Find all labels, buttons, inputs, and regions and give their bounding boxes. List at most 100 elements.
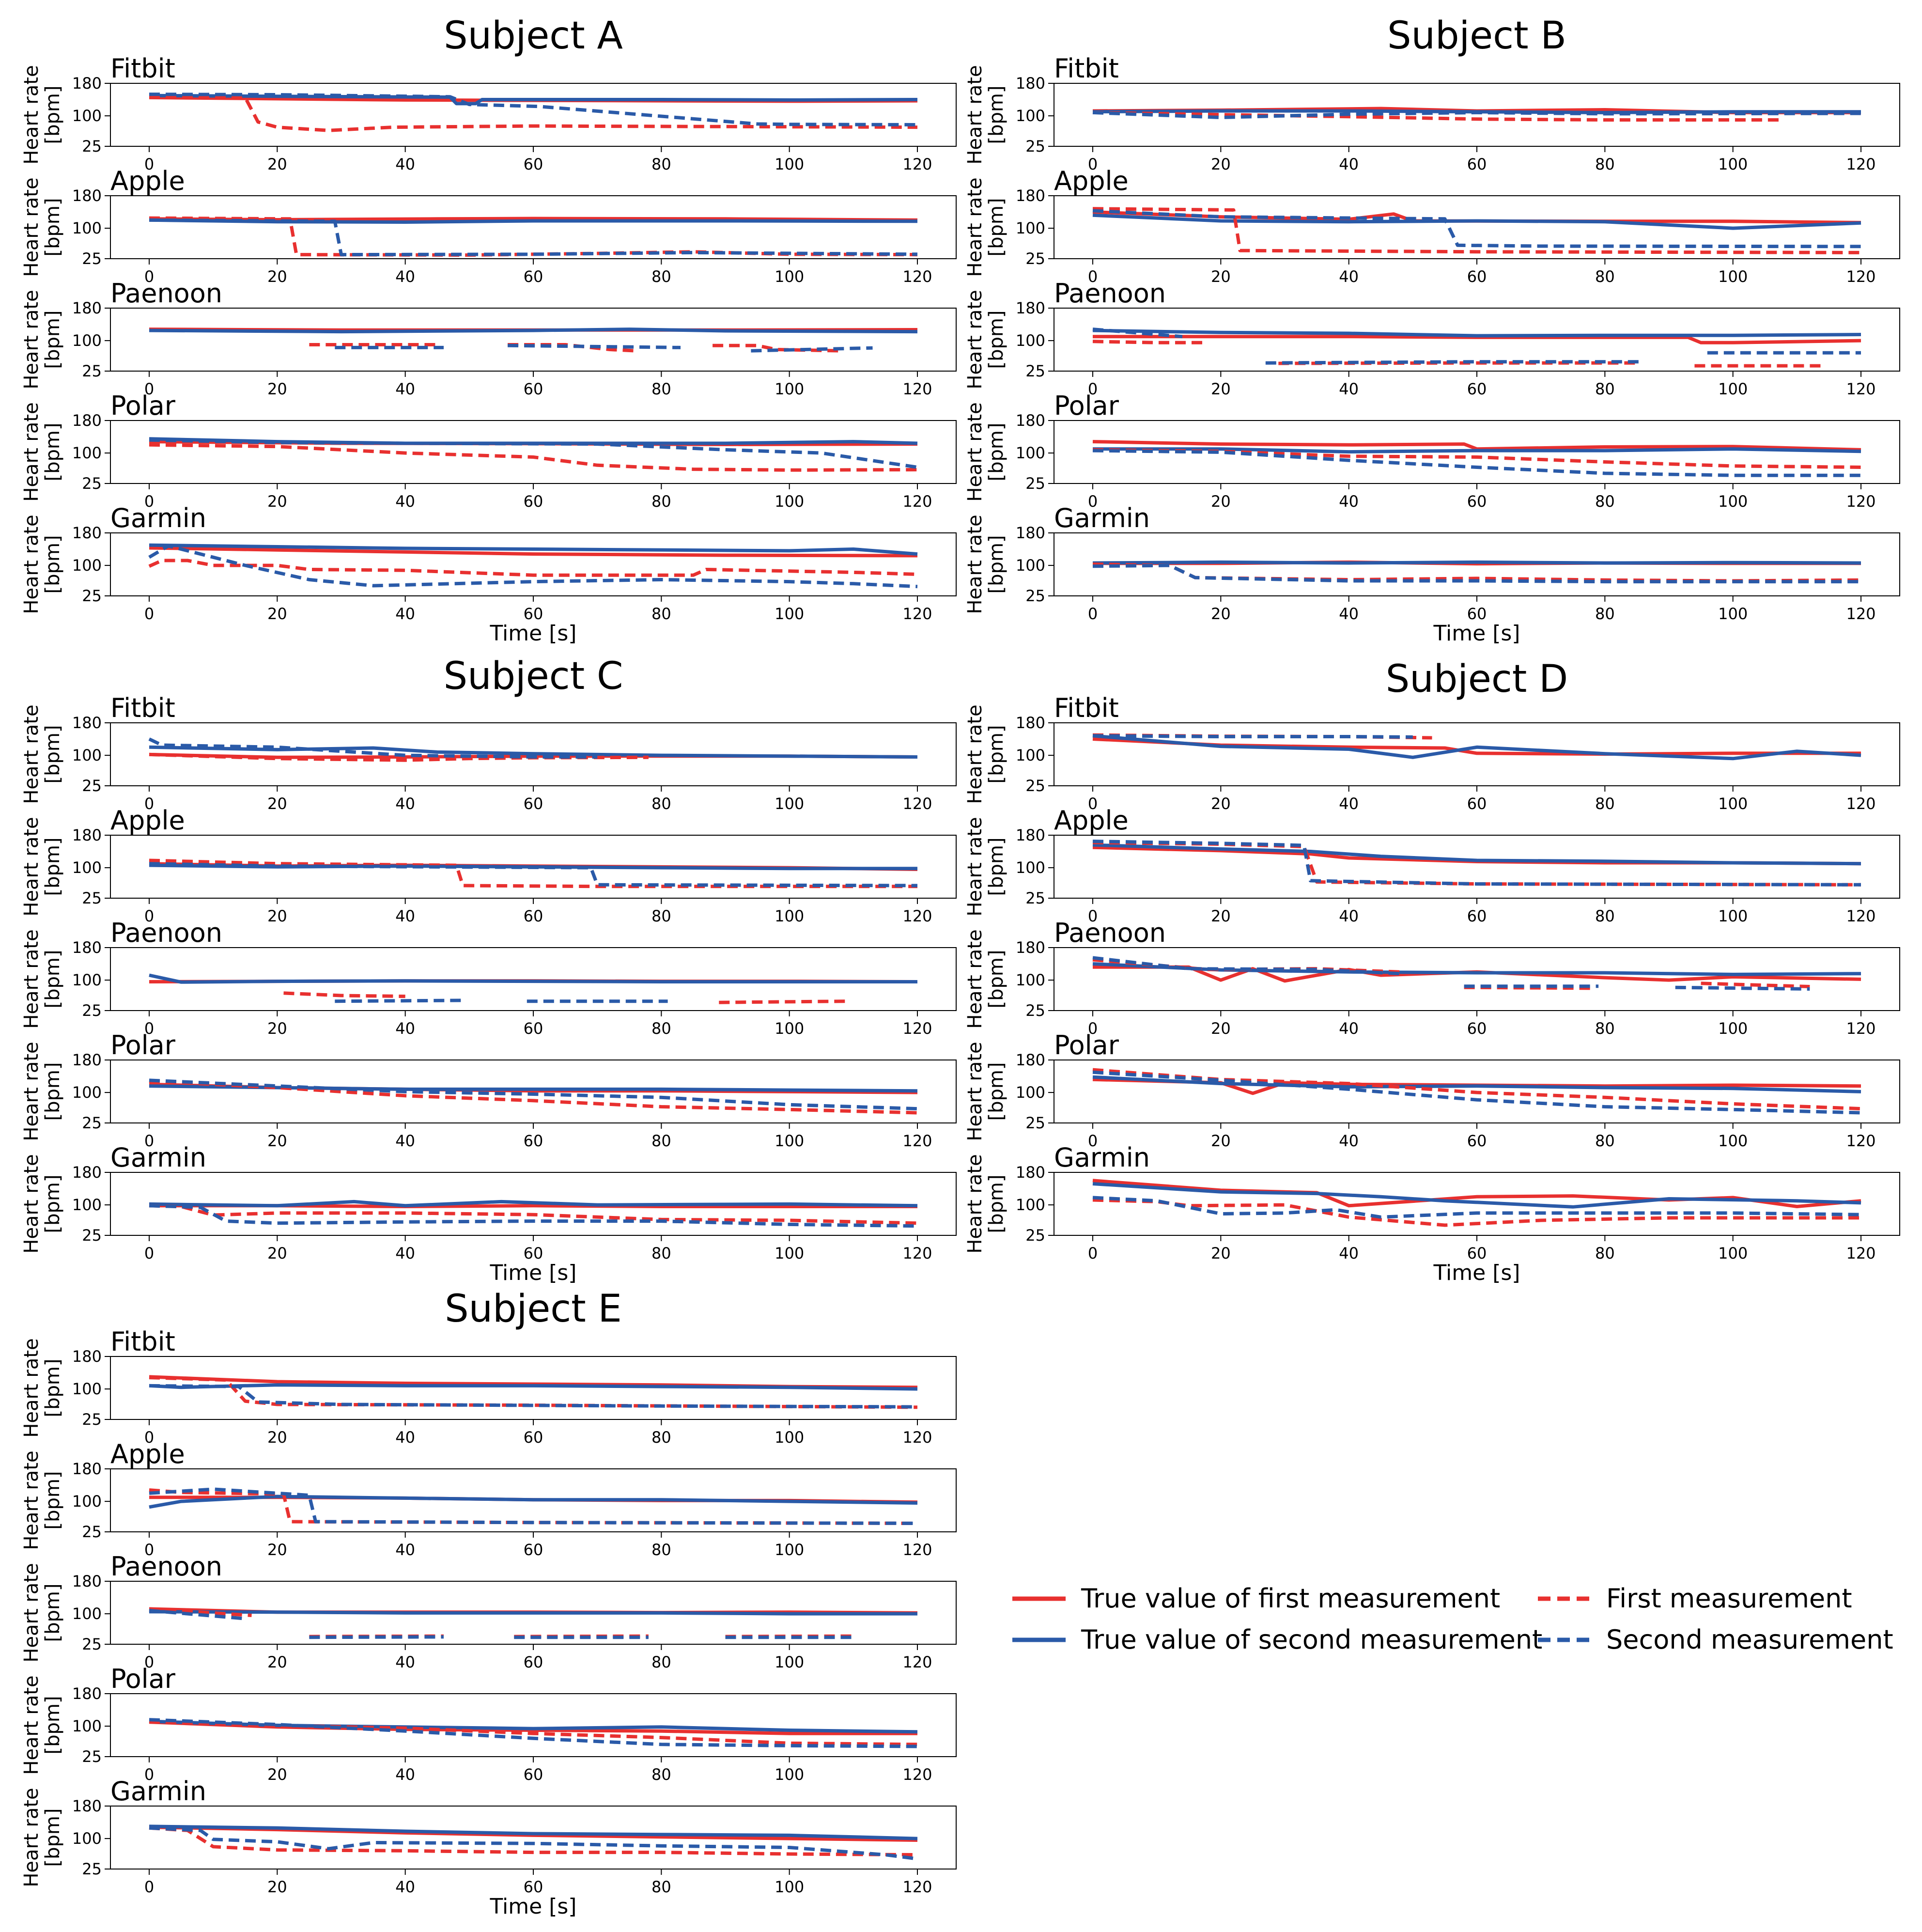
y-tick-label: 100: [72, 331, 102, 350]
subject-e-title: Subject E: [445, 1287, 622, 1331]
x-tick-label: 100: [775, 380, 804, 398]
subject-d-apple-panel-lines: [1092, 840, 1861, 887]
y-tick-label: 180: [1016, 1163, 1045, 1182]
x-tick-label: 120: [902, 605, 932, 623]
y-tick-label: 180: [72, 1347, 102, 1366]
y-tick-label: 180: [72, 1684, 102, 1703]
y-tick-label: 180: [1016, 714, 1045, 732]
x-tick-label: 100: [1718, 267, 1748, 286]
subject-d-garmin-panel-lines: [1092, 1179, 1861, 1227]
x-tick-label: 0: [144, 1244, 154, 1262]
subject-c-polar-panel-true-second-line: [149, 1084, 918, 1093]
x-tick-label: 20: [1211, 380, 1231, 398]
subject-c-fitbit-panel-second-measurement-line: [148, 737, 598, 759]
y-tick-label: 180: [72, 74, 102, 93]
subject-c-paenoon-panel-ylabel: Heart rate[bpm]: [20, 929, 64, 1028]
y-tick-label: 25: [1025, 777, 1045, 795]
subject-b-polar-panel-second-measurement-line: [1092, 449, 1861, 477]
y-tick-label: 180: [1016, 938, 1045, 957]
subject-b-paenoon-panel-true-first-line: [1093, 335, 1861, 344]
y-tick-label: 25: [82, 1410, 102, 1429]
x-tick-label: 80: [651, 1653, 671, 1671]
x-tick-label: 100: [775, 492, 804, 511]
y-tick-label: 25: [82, 889, 102, 907]
y-tick-label: 180: [72, 1797, 102, 1815]
subject-e-garmin-panel-true-second-line: [149, 1824, 918, 1840]
y-tick-label: 100: [72, 556, 102, 575]
x-tick-label: 80: [1595, 605, 1615, 623]
x-tick-label: 120: [902, 492, 932, 511]
subject-e-garmin-panel-lines: [149, 1824, 918, 1861]
subject-e: Subject E Fitbit Heart rate[bpm] 25 100 180 0 2…: [20, 1287, 957, 1919]
subject-e-paenoon-panel-label: Paenoon: [110, 1551, 222, 1582]
y-tick-label: 180: [72, 826, 102, 844]
subject-a-apple-panel-first-measurement-line: [149, 216, 918, 257]
x-tick-label: 20: [267, 1878, 287, 1896]
subject-b-fitbit-panel-ylabel: Heart rate[bpm]: [964, 65, 1008, 164]
subject-b-garmin-panel-label: Garmin: [1054, 503, 1150, 533]
x-tick-label: 20: [1211, 1244, 1231, 1262]
x-tick-label: 80: [651, 605, 671, 623]
x-tick-label: 20: [1211, 492, 1231, 511]
subject-a-garmin-panel-true-second-line: [149, 543, 918, 556]
subject-d-apple-panel-label: Apple: [1054, 805, 1129, 836]
y-tick-label: 100: [72, 1717, 102, 1735]
x-tick-label: 0: [1088, 795, 1098, 813]
subject-d-fitbit-panel-second-measurement-line: [1092, 734, 1413, 739]
x-tick-label: 60: [1467, 907, 1487, 925]
subject-b-polar-panel: Polar Heart rate[bpm] 25 100 180 0 20 40 60 80 100…: [964, 390, 1900, 511]
x-tick-label: 120: [902, 907, 932, 925]
subject-a-garmin-panel-true-first-line: [149, 546, 918, 558]
x-tick-label: 120: [1846, 907, 1876, 925]
y-tick-label: 100: [72, 1196, 102, 1214]
subject-e-paenoon-panel-first-measurement-line: [149, 1607, 252, 1617]
y-tick-label: 180: [1016, 411, 1045, 430]
x-tick-label: 60: [524, 907, 543, 925]
subject-a-polar-panel-frame: [110, 420, 957, 484]
subject-b-fitbit-panel-label: Fitbit: [1054, 53, 1119, 84]
x-tick-label: 40: [395, 155, 415, 173]
x-tick-label: 40: [395, 492, 415, 511]
subject-b-apple-panel: Apple Heart rate[bpm] 25 100 180 0 20 40 60 80 100…: [964, 166, 1900, 286]
subject-e-fitbit-panel: Fitbit Heart rate[bpm] 25 100 180 0 20 40 60 80 10…: [20, 1326, 957, 1447]
y-tick-label: 25: [82, 1226, 102, 1245]
x-tick-label: 100: [775, 1132, 804, 1150]
subject-b-garmin-panel-lines: [1092, 560, 1861, 584]
x-tick-label: 40: [1339, 605, 1359, 623]
x-tick-label: 40: [395, 1132, 415, 1150]
x-tick-label: 20: [1211, 155, 1231, 173]
subject-e-garmin-panel-second-measurement-line: [149, 1826, 918, 1861]
subject-a-paenoon-panel-second-measurement-line: [508, 343, 681, 349]
x-tick-label: 80: [651, 795, 671, 813]
subject-d-fitbit-panel-label: Fitbit: [1054, 693, 1119, 723]
x-tick-label: 20: [1211, 907, 1231, 925]
subject-d-apple-panel-true-second-line: [1092, 843, 1861, 866]
x-tick-label: 20: [267, 380, 287, 398]
x-tick-label: 40: [1339, 380, 1359, 398]
subject-c-fitbit-panel-lines: [148, 737, 918, 762]
subject-a-fitbit-panel-second-measurement-line: [149, 93, 918, 126]
subject-d-garmin-panel-true-second-line: [1092, 1182, 1861, 1209]
subject-e-garmin-panel-label: Garmin: [110, 1776, 206, 1807]
subject-b-fitbit-panel-lines: [1092, 107, 1861, 122]
y-tick-label: 180: [72, 1051, 102, 1069]
y-tick-label: 180: [72, 524, 102, 542]
subject-a-polar-panel-lines: [149, 437, 918, 472]
x-tick-label: 20: [1211, 795, 1231, 813]
subject-c-garmin-panel-first-measurement-line: [149, 1204, 918, 1225]
x-tick-label: 120: [1846, 267, 1876, 286]
y-tick-label: 25: [1025, 1001, 1045, 1020]
subject-b-fitbit-panel: Fitbit Heart rate[bpm] 25 100 180 0 20 40 60 80 10…: [964, 53, 1900, 173]
x-tick-label: 0: [1088, 155, 1098, 173]
x-tick-label: 40: [395, 1244, 415, 1262]
x-tick-label: 100: [775, 1244, 804, 1262]
y-tick-label: 25: [82, 249, 102, 268]
subject-d-garmin-panel: Garmin Heart rate[bpm] 25 100 180 0 20 40 60 80 10…: [964, 1142, 1900, 1285]
subject-e-paenoon-panel-true-second-line: [149, 1610, 917, 1616]
x-tick-label: 100: [775, 267, 804, 286]
x-tick-label: 0: [144, 155, 154, 173]
x-tick-label: 40: [1339, 492, 1359, 511]
y-tick-label: 25: [82, 1860, 102, 1878]
x-tick-label: 100: [1718, 605, 1748, 623]
subject-a-paenoon-panel-first-measurement-line: [713, 343, 841, 353]
